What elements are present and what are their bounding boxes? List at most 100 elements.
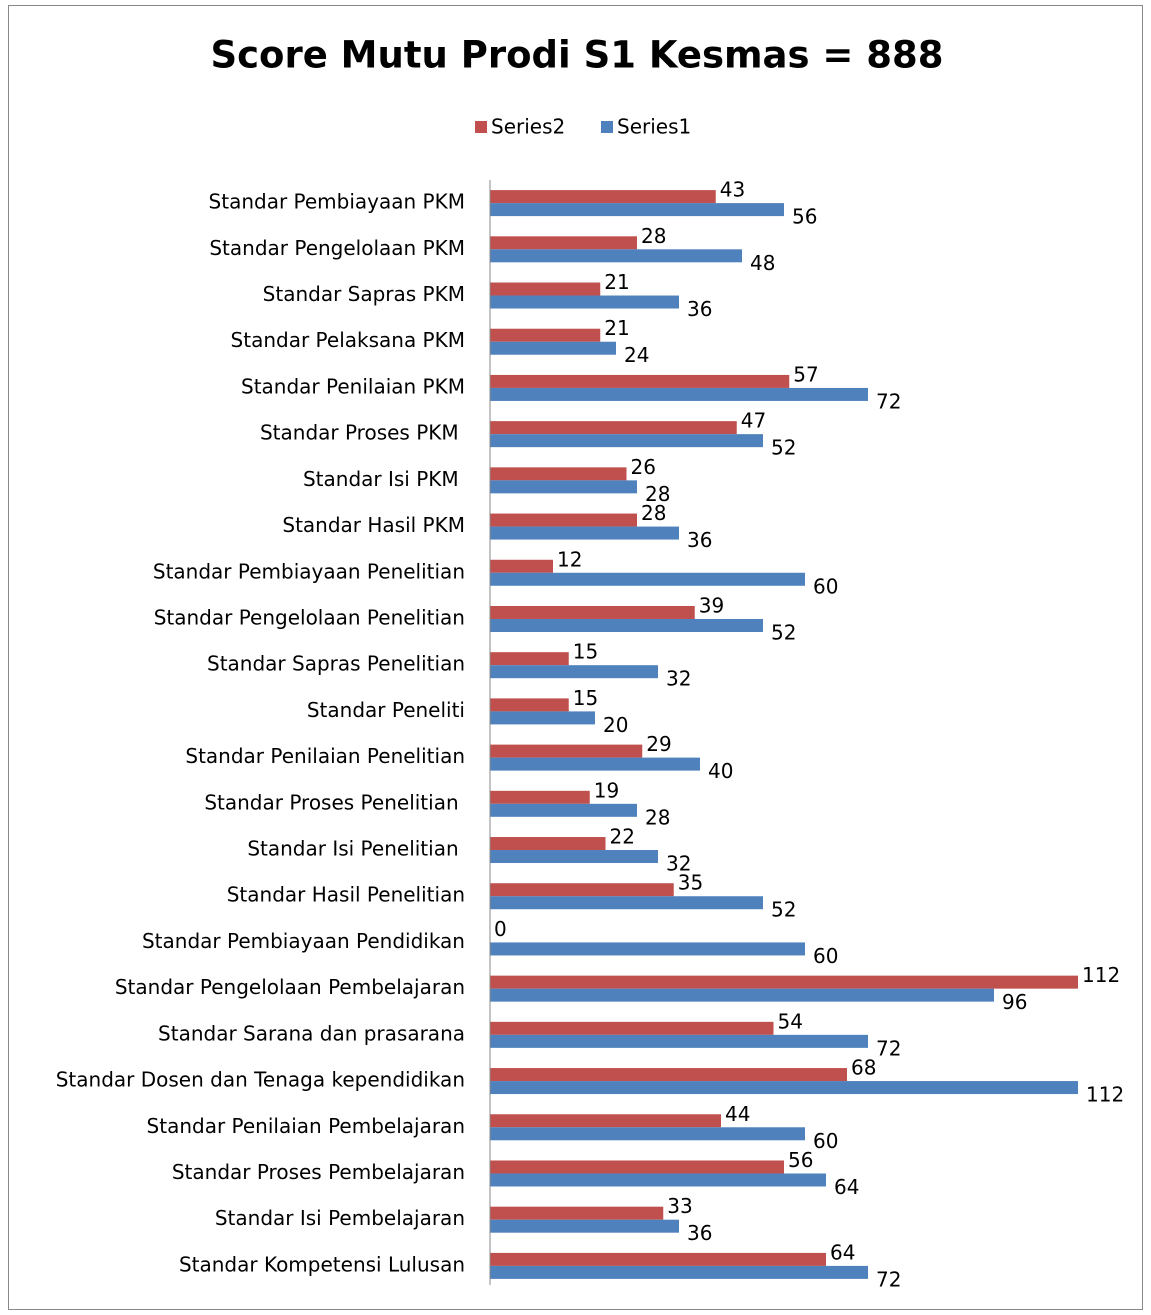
legend-label: Series1 [617, 115, 691, 139]
data-label: 21 [604, 270, 629, 294]
bar [490, 374, 790, 388]
bar [490, 1127, 805, 1141]
data-label: 36 [687, 1221, 712, 1245]
data-label: 24 [624, 343, 649, 367]
data-label: 33 [667, 1194, 692, 1218]
data-label: 43 [720, 178, 745, 202]
bar [490, 605, 695, 619]
bar [490, 513, 637, 527]
legend-swatch [475, 121, 487, 133]
data-label: 72 [876, 1267, 901, 1291]
bar [490, 1034, 868, 1048]
data-label: 21 [604, 316, 629, 340]
data-label: 32 [666, 667, 691, 691]
data-label: 12 [557, 547, 582, 571]
bar [490, 757, 700, 771]
bar [490, 1265, 868, 1279]
data-label: 64 [834, 1175, 859, 1199]
bar [490, 883, 674, 897]
data-label: 96 [1002, 990, 1027, 1014]
data-label: 15 [573, 640, 598, 664]
bar [490, 618, 763, 632]
data-label: 35 [678, 871, 703, 895]
bar [490, 744, 643, 758]
bar [490, 975, 1078, 989]
data-label: 36 [687, 528, 712, 552]
bar [490, 1206, 664, 1220]
bar [490, 1081, 1078, 1095]
data-label: 52 [771, 898, 796, 922]
bar [490, 1160, 784, 1174]
bar [490, 896, 763, 910]
bar [490, 190, 716, 204]
bar [490, 236, 637, 250]
data-label: 36 [687, 297, 712, 321]
bar [490, 698, 569, 712]
bar [490, 572, 805, 586]
y-tick-label: Standar Penilaian Penelitian [185, 744, 465, 768]
y-tick-label: Standar Pembiayaan Penelitian [153, 559, 465, 583]
data-label: 26 [631, 455, 656, 479]
data-label: 56 [792, 205, 817, 229]
bar [490, 665, 658, 679]
data-label: 60 [813, 944, 838, 968]
bar [490, 434, 763, 448]
bar [490, 837, 606, 851]
bar [490, 1068, 847, 1082]
y-tick-label: Standar Pengelolaan Penelitian [154, 605, 465, 629]
data-label: 28 [645, 482, 670, 506]
legend-swatch [601, 121, 613, 133]
bar [490, 711, 595, 725]
bar [490, 1114, 721, 1128]
data-label: 48 [750, 251, 775, 275]
bar [490, 421, 737, 435]
bar [490, 526, 679, 540]
data-label: 54 [778, 1009, 803, 1033]
chart-title: Score Mutu Prodi S1 Kesmas = 888 [210, 34, 943, 77]
y-tick-label: Standar Pengelolaan PKM [209, 236, 465, 260]
data-label: 72 [876, 1036, 901, 1060]
data-label: 60 [813, 1129, 838, 1153]
data-label: 28 [641, 224, 666, 248]
legend-label: Series2 [491, 115, 565, 139]
y-tick-label: Standar Penilaian Pembelajaran [147, 1114, 465, 1138]
bar [490, 1252, 826, 1266]
data-label: 112 [1082, 963, 1120, 987]
y-tick-label: Standar Proses PKM [260, 421, 465, 445]
data-label: 68 [851, 1056, 876, 1080]
y-tick-label: Standar Isi Penelitian [247, 837, 465, 861]
bar [490, 282, 601, 296]
data-label: 52 [771, 436, 796, 460]
data-label: 20 [603, 713, 628, 737]
bar [490, 295, 679, 309]
data-label: 28 [645, 805, 670, 829]
bar [490, 249, 742, 263]
bar [490, 341, 616, 355]
bar [490, 652, 569, 666]
data-label: 19 [594, 778, 619, 802]
data-label: 47 [741, 409, 766, 433]
y-tick-label: Standar Hasil PKM [282, 513, 465, 537]
bar [490, 1219, 679, 1233]
bar [490, 988, 994, 1002]
y-tick-label: Standar Isi Pembelajaran [215, 1206, 465, 1230]
data-label: 28 [641, 501, 666, 525]
bar [490, 790, 590, 804]
y-tick-label: Standar Pengelolaan Pembelajaran [115, 975, 465, 999]
bar [490, 942, 805, 956]
y-tick-label: Standar Pembiayaan Pendidikan [142, 929, 465, 953]
y-tick-label: Standar Proses Penelitian [204, 790, 465, 814]
y-tick-label: Standar Peneliti [307, 698, 465, 722]
y-tick-label: Standar Pelaksana PKM [231, 328, 465, 352]
y-tick-label: Standar Dosen dan Tenaga kependidikan [56, 1068, 465, 1092]
data-label: 60 [813, 574, 838, 598]
data-label: 15 [573, 686, 598, 710]
y-tick-label: Standar Penilaian PKM [241, 374, 465, 398]
bar [490, 559, 553, 573]
data-label: 22 [610, 825, 635, 849]
data-label: 52 [771, 620, 796, 644]
y-tick-label: Standar Sapras Penelitian [207, 652, 465, 676]
data-label: 40 [708, 759, 733, 783]
data-label: 32 [666, 852, 691, 876]
